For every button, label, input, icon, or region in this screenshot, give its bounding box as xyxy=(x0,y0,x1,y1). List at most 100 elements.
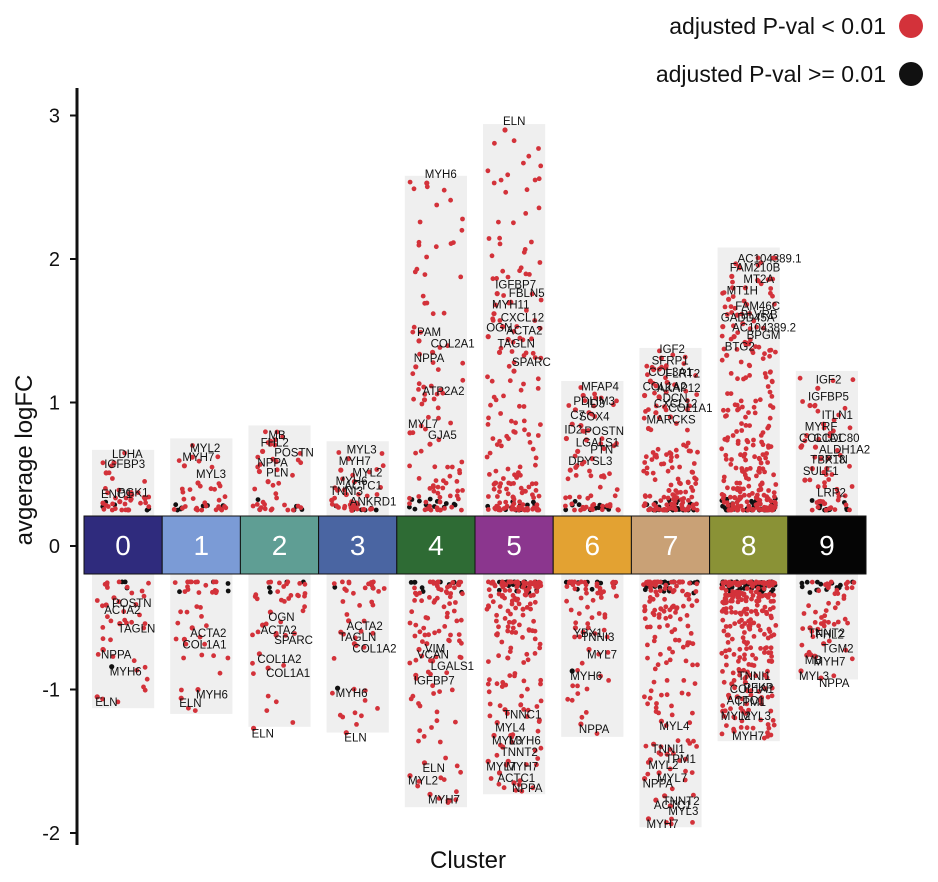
sig-gene-point xyxy=(273,491,279,497)
sig-gene-point xyxy=(725,640,731,645)
sig-gene-point xyxy=(677,579,683,585)
sig-gene-point xyxy=(565,476,571,482)
sig-gene-point xyxy=(536,493,542,499)
sig-gene-point xyxy=(690,820,695,825)
sig-gene-point xyxy=(146,504,152,510)
sig-gene-point xyxy=(486,587,492,593)
gene-point-lgals1 xyxy=(575,448,581,454)
sig-gene-point xyxy=(769,685,775,691)
sig-gene-point xyxy=(768,286,774,291)
sig-gene-point xyxy=(143,500,149,506)
sig-gene-point xyxy=(460,216,465,222)
sig-gene-point xyxy=(767,369,773,375)
sig-gene-point xyxy=(662,596,667,602)
sig-gene-point xyxy=(694,581,700,587)
sig-gene-point xyxy=(765,668,770,674)
sig-gene-point xyxy=(761,492,767,498)
sig-gene-point xyxy=(656,415,662,421)
sig-gene-point xyxy=(770,405,776,410)
gene-label-myh7: MYH7 xyxy=(428,794,460,806)
cluster-2-bar xyxy=(239,515,320,575)
sig-gene-point xyxy=(732,495,738,501)
sig-gene-point xyxy=(329,501,335,507)
sig-gene-point xyxy=(688,448,693,454)
sig-gene-point xyxy=(747,311,752,316)
sig-gene-point xyxy=(427,486,433,491)
sig-gene-point xyxy=(767,353,772,359)
sig-gene-point xyxy=(692,681,698,686)
gene-label-mb: MB xyxy=(268,430,286,442)
sig-gene-point xyxy=(441,310,447,316)
sig-gene-point xyxy=(757,469,762,475)
gene-point-myh6 xyxy=(424,180,430,186)
sig-gene-point xyxy=(436,415,441,421)
gene-point-acta2 xyxy=(346,618,352,624)
sig-gene-point xyxy=(533,455,539,461)
sig-gene-point xyxy=(518,504,524,510)
sig-gene-point xyxy=(736,658,741,664)
gene-label-fam210b: FAM210B xyxy=(730,262,781,274)
sig-gene-point xyxy=(204,623,209,629)
sig-gene-point xyxy=(691,461,697,466)
sig-gene-point xyxy=(367,469,372,475)
sig-gene-point xyxy=(564,584,570,589)
sig-gene-point xyxy=(768,290,773,296)
sig-gene-point xyxy=(524,714,530,719)
sig-gene-point xyxy=(572,579,577,585)
gene-label-acta2: ACTA2 xyxy=(261,625,297,637)
sig-gene-point xyxy=(424,254,429,260)
sig-gene-point xyxy=(520,337,526,343)
gene-point-myl3 xyxy=(346,456,352,462)
sig-gene-point xyxy=(724,662,729,668)
sig-gene-point xyxy=(815,408,821,414)
sig-gene-point xyxy=(828,579,834,585)
sig-gene-point xyxy=(758,433,764,438)
legend-swatch-significant xyxy=(899,14,923,38)
sig-gene-point xyxy=(682,777,688,783)
sig-gene-point xyxy=(598,673,603,679)
sig-gene-point xyxy=(274,467,280,473)
gene-point-myh6 xyxy=(335,685,341,691)
gene-point-mfap4 xyxy=(580,392,586,399)
sig-gene-point xyxy=(427,503,433,509)
sig-gene-point xyxy=(537,641,543,647)
gene-point-acta2 xyxy=(189,625,195,631)
sig-gene-point xyxy=(694,744,699,749)
gene-point-sfrp1 xyxy=(651,367,657,373)
sig-gene-point xyxy=(525,707,531,713)
sig-gene-point xyxy=(490,316,496,322)
sig-gene-point xyxy=(656,615,662,620)
cluster-0-bar xyxy=(83,515,163,575)
sig-gene-point xyxy=(772,494,777,500)
sig-gene-point xyxy=(521,381,526,387)
sig-gene-point xyxy=(505,608,511,614)
sig-gene-point xyxy=(511,429,517,434)
nonsig-gene-point xyxy=(807,590,813,595)
sig-gene-point xyxy=(422,300,428,306)
sig-gene-point xyxy=(442,624,448,629)
sig-gene-point xyxy=(422,632,428,638)
sig-gene-point xyxy=(509,418,514,424)
sig-gene-point xyxy=(209,464,215,470)
sig-gene-point xyxy=(376,589,381,594)
sig-gene-point xyxy=(522,247,528,252)
gene-point-sox4 xyxy=(578,423,584,429)
sig-gene-point xyxy=(664,692,670,698)
sig-gene-point xyxy=(524,605,530,610)
sig-gene-point xyxy=(738,359,744,365)
sig-gene-point xyxy=(645,701,650,707)
sig-gene-point xyxy=(744,646,749,652)
sig-gene-point xyxy=(749,348,755,353)
sig-gene-point xyxy=(364,493,370,499)
sig-gene-point xyxy=(423,499,429,505)
gene-label-myh7: MYH7 xyxy=(732,731,764,743)
sig-gene-point xyxy=(594,731,600,736)
y-tick-label: 3 xyxy=(49,106,60,128)
sig-gene-point xyxy=(822,501,828,506)
nonsig-gene-point xyxy=(598,580,604,586)
gene-label-tnnt2: TNNT2 xyxy=(663,796,700,808)
sig-gene-point xyxy=(494,442,500,447)
sig-gene-point xyxy=(421,384,427,390)
gene-label-myl3: MYL3 xyxy=(799,671,829,683)
nonsig-gene-point xyxy=(720,503,725,509)
